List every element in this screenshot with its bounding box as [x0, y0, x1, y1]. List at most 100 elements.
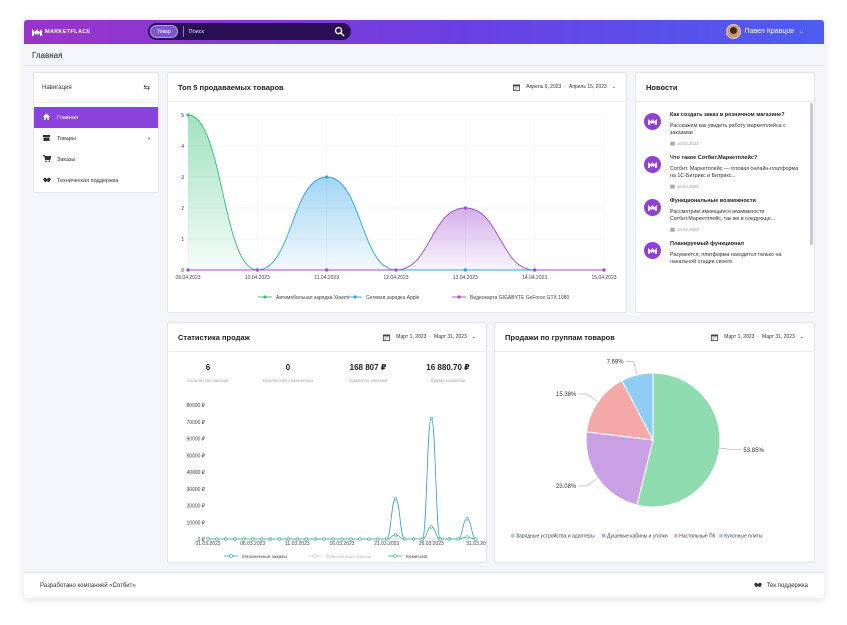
date-range-picker[interactable]: Март 1, 2023 - Март 31, 2023 ⌄ — [711, 333, 804, 341]
legend-swatch — [602, 534, 606, 538]
logo[interactable]: MARKETPLACE — [32, 28, 90, 36]
news-title[interactable]: Планируемый функционал — [670, 241, 745, 247]
date-to: Март 31, 2023 — [761, 334, 795, 340]
news-list: Как создать заказ в розничном магазине? … — [636, 103, 812, 312]
page-title: Главная — [32, 51, 63, 60]
sales-stats-header: Статистика продаж Март 1, 2023 - Март 31… — [168, 323, 486, 352]
legend-marker — [457, 295, 461, 299]
data-point — [322, 537, 326, 541]
calendar-icon — [711, 333, 719, 341]
date-to: Апрель 15, 2023 — [568, 84, 607, 90]
logo-icon — [32, 29, 42, 36]
pie-slice-label: 53.85% — [743, 448, 764, 454]
data-point — [224, 537, 228, 541]
sidebar-item-home[interactable]: Главная — [34, 107, 158, 128]
pie-label-leader — [578, 478, 598, 487]
news-date-text: 16.02.2023 — [677, 141, 699, 146]
x-tick-label: 01.03.2023 — [195, 541, 220, 547]
top-products-chart: 0 1 2 3 4 5 09.04.2023 10.04.2023 11.04.2023 12.0… — [175, 113, 616, 301]
footer-credit: Разработано компанией «Сотбит» — [40, 582, 136, 589]
sidebar-item-label: Товары — [57, 135, 76, 142]
x-tick-label: 15.04.2023 — [591, 275, 616, 281]
navigation-panel: Навигация ⇆ Главная Товары › Заказы — [33, 72, 159, 193]
sidebar-item-label: Заказы — [57, 156, 76, 163]
y-tick-label: 4 — [181, 144, 184, 150]
chevron-down-icon: ⌄ — [471, 334, 476, 340]
news-title[interactable]: Функциональные возможности — [670, 198, 756, 204]
legend-label: Настольные ПК — [679, 534, 715, 540]
x-tick-label: 31.03.20 — [466, 541, 486, 547]
date-from: Апрель 9, 2023 — [526, 84, 562, 90]
search-separator — [182, 26, 184, 37]
x-tick-label: 11.03.2023 — [285, 541, 310, 547]
data-point — [325, 268, 329, 272]
top-products-header: Топ 5 продаваемых товаров Апрель 9, 2023… — [168, 73, 626, 102]
legend-label: Автомобильная зарядка Xiaomi — [276, 295, 349, 301]
pie-slice — [636, 372, 721, 508]
kpi-value: 16 880.70 ₽ — [426, 363, 470, 372]
support-icon — [753, 582, 762, 590]
legend-marker — [229, 554, 233, 558]
news-title[interactable]: Что такое Сотбит.Маркетплейс? — [670, 155, 758, 161]
news-item[interactable]: Функциональные возможности Рассмотрим им… — [636, 197, 812, 232]
search-icon[interactable] — [334, 26, 345, 37]
news-item[interactable]: Что такое Сотбит.Маркетплейс? Сотбит. Ма… — [636, 154, 812, 189]
support-icon — [42, 177, 51, 185]
y-tick-label: 40000 ₽ — [187, 470, 206, 476]
support-link[interactable]: Тех.поддержка — [753, 582, 808, 590]
legend-swatch — [674, 534, 678, 538]
data-point — [242, 537, 246, 541]
news-date: 16.02.2023 — [670, 227, 804, 232]
x-tick-label: 09.04.2023 — [175, 275, 200, 281]
legend-swatch — [719, 534, 723, 538]
kpi-label: Количество отмененных — [262, 378, 314, 383]
sidebar-item-orders[interactable]: Заказы — [34, 149, 158, 170]
search-input[interactable] — [188, 28, 329, 35]
y-tick-label: 60000 ₽ — [187, 437, 206, 443]
news-item[interactable]: Как создать заказ в розничном магазине? … — [636, 111, 812, 146]
header-divider — [24, 65, 824, 66]
logo-text: MARKETPLACE — [45, 29, 91, 35]
news-logo-icon — [644, 113, 661, 130]
sidebar-item-label: Главная — [57, 114, 78, 121]
data-point — [259, 537, 264, 541]
pie-slice — [585, 379, 654, 441]
news-item[interactable]: Планируемый функционал Разумеется, платф… — [636, 240, 812, 266]
box-icon — [42, 134, 51, 143]
x-tick-label: 11.04.2023 — [314, 275, 339, 281]
data-point — [465, 535, 469, 539]
data-point — [394, 537, 398, 541]
data-point — [349, 537, 353, 541]
kpi-row: 6 Количество заказов 0 Количество отмене… — [168, 363, 488, 383]
user-menu[interactable]: Павел Кравцов ⌄ — [725, 24, 804, 39]
chevron-down-icon: ⌄ — [798, 29, 804, 35]
calendar-icon — [513, 83, 521, 91]
series-area — [188, 208, 604, 270]
pie-slice-label: 7.69% — [607, 359, 625, 365]
data-point — [215, 537, 219, 541]
news-title[interactable]: Как создать заказ в розничном магазине? — [670, 112, 785, 118]
pie-label-leader — [625, 361, 637, 375]
series-line — [208, 417, 477, 540]
y-tick-label: 2 — [181, 206, 184, 212]
sidebar-item-products[interactable]: Товары › — [34, 128, 158, 149]
y-tick-label: 50000 ₽ — [187, 453, 206, 459]
date-range-picker[interactable]: Март 1, 2023 - Март 31, 2023 ⌄ — [383, 333, 476, 341]
search-scope-button[interactable]: Товар — [150, 25, 178, 38]
data-point — [447, 537, 451, 541]
sales-by-group-chart: 53.85% 23.08% 15.38% 7.69% Зарядные устройст… — [511, 359, 764, 540]
kpi-value: 168 807 ₽ — [349, 363, 387, 372]
swap-icon[interactable]: ⇆ — [143, 83, 150, 92]
chevron-down-icon: ⌄ — [799, 334, 804, 340]
y-tick-label: 0 ₽ — [198, 537, 206, 543]
sidebar-item-support[interactable]: Техническая поддержка — [34, 170, 158, 191]
y-tick-label: 1 — [181, 237, 184, 243]
news-scrollbar[interactable] — [810, 103, 813, 245]
series-area — [188, 177, 604, 270]
calendar-icon — [670, 227, 675, 232]
news-card: Новости Как создать заказ в розничном ма… — [635, 72, 815, 313]
date-range-picker[interactable]: Апрель 9, 2023 - Апрель 15, 2023 ⌄ — [513, 83, 616, 91]
kpi-value: 6 — [205, 363, 211, 372]
x-tick-label: 14.04.2023 — [522, 275, 547, 281]
news-logo-icon — [644, 199, 661, 216]
